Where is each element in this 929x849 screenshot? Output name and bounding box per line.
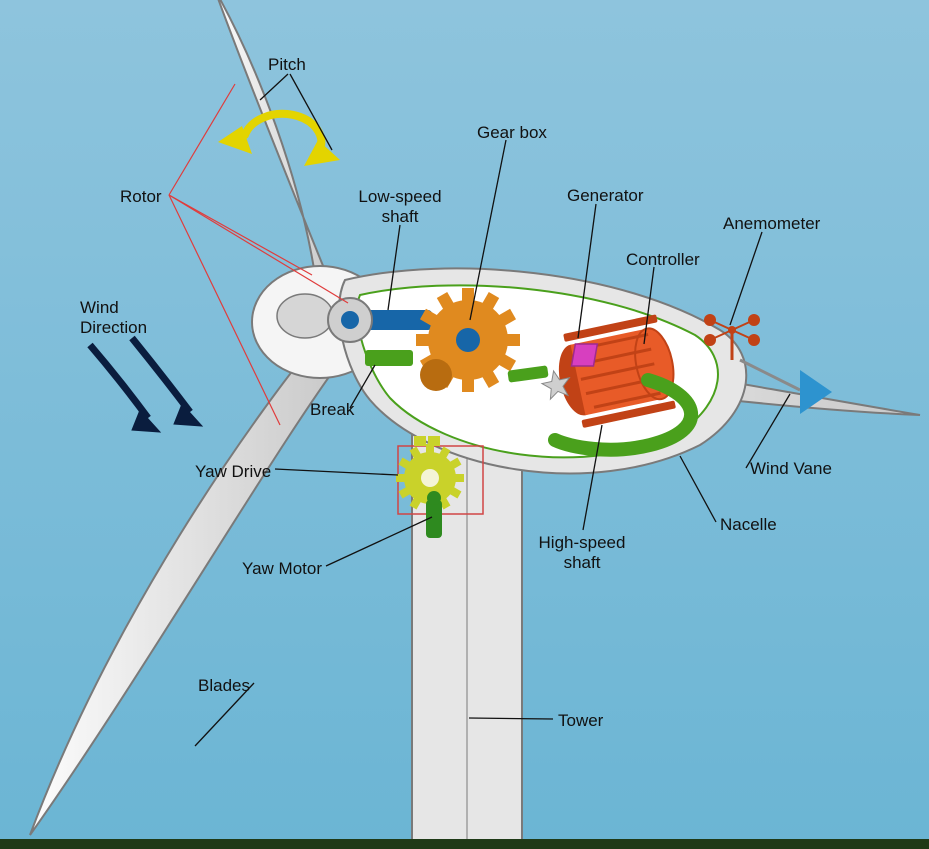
label-controller: Controller xyxy=(626,250,700,270)
ground-strip xyxy=(0,839,929,849)
label-nacelle: Nacelle xyxy=(720,515,777,535)
turbine-svg xyxy=(0,0,929,849)
label-high_speed_shaft: High-speed shaft xyxy=(539,533,626,572)
label-yaw_drive: Yaw Drive xyxy=(195,462,271,482)
label-tower: Tower xyxy=(558,711,603,731)
label-blades: Blades xyxy=(198,676,250,696)
label-pitch: Pitch xyxy=(268,55,306,75)
brake xyxy=(365,350,413,366)
label-gearbox: Gear box xyxy=(477,123,547,143)
label-rotor: Rotor xyxy=(120,187,162,207)
label-wind_direction: Wind Direction xyxy=(80,298,147,337)
label-wind_vane: Wind Vane xyxy=(750,459,832,479)
diagram-stage: Pitch Gear box Rotor Low-speed shaft Generat… xyxy=(0,0,929,849)
label-break: Break xyxy=(310,400,354,420)
yaw-motor xyxy=(426,491,442,538)
label-anemometer: Anemometer xyxy=(723,214,820,234)
label-yaw_motor: Yaw Motor xyxy=(242,559,322,579)
controller xyxy=(571,344,597,366)
label-generator: Generator xyxy=(567,186,644,206)
label-low_speed_shaft: Low-speed shaft xyxy=(358,187,441,226)
wind-direction-arrows-icon xyxy=(90,338,202,432)
